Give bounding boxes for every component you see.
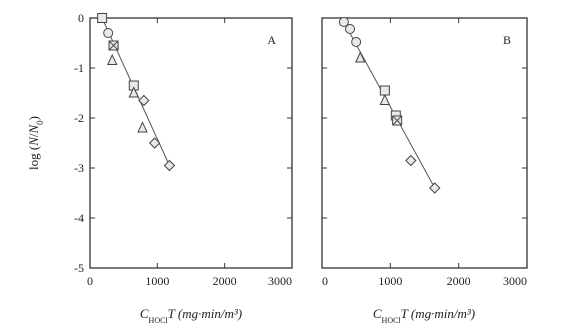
panel-a-x-title: CHOClT (mg·min/m³): [140, 306, 242, 325]
data-point-cross-square: [108, 40, 119, 51]
panel-b-x-title: CHOClT (mg·min/m³): [373, 306, 475, 325]
panel-b-x-title-rest: T (mg·min/m³): [401, 306, 475, 321]
panel-b-x-title-base: C: [373, 306, 382, 321]
y-title-post: ): [26, 116, 41, 120]
data-point-square: [97, 13, 108, 23]
x-tick-label: 3000: [268, 274, 292, 288]
data-point-diamond: [148, 137, 161, 149]
panel-a-x-title-rest: T (mg·min/m³): [168, 306, 242, 321]
y-tick-label: -1: [74, 61, 84, 75]
panel-a-x-title-sub: HOCl: [149, 316, 169, 325]
panel-a-label: A: [267, 33, 276, 47]
x-tick-label: 1000: [378, 274, 402, 288]
data-point-diamond: [429, 182, 441, 194]
data-point-triangle: [128, 86, 140, 98]
x-tick-label: 2000: [447, 274, 471, 288]
x-tick-label: 0: [322, 274, 328, 288]
data-point-diamond: [138, 94, 150, 107]
panel-b-ticks: 0 1000 2000 3000: [321, 17, 528, 288]
data-point-triangle: [137, 121, 148, 133]
data-point-triangle: [106, 53, 118, 65]
panel-a-ticks: 0 1000 2000 3000 0 -1 -2 -3 -4 -5: [74, 11, 293, 288]
x-tick-label: 0: [87, 274, 93, 288]
panel-a-marks: [97, 13, 176, 172]
panel-a-frame: [89, 17, 293, 269]
panel-b-frame: [321, 17, 528, 269]
y-tick-label: -3: [74, 161, 84, 175]
panel-a-x-title-base: C: [140, 306, 149, 321]
y-tick-label: -2: [74, 111, 84, 125]
data-point-circle: [103, 28, 114, 38]
data-point-cross-square: [392, 115, 403, 126]
data-point-diamond: [405, 154, 417, 167]
x-tick-label: 1000: [145, 274, 169, 288]
y-title-pre: log (: [26, 146, 41, 170]
y-axis-title: log (N/N0): [26, 116, 45, 170]
y-title-sub: 0: [35, 120, 45, 125]
panel-b: B 0 1000 2000 3000 CHOClT (mg·min/m³): [321, 17, 528, 325]
y-title-slash: /: [26, 133, 41, 137]
y-tick-label: -5: [74, 261, 84, 275]
data-point-diamond: [163, 159, 176, 172]
x-tick-label: 2000: [213, 274, 237, 288]
y-title-den: N: [26, 124, 41, 135]
data-point-circle: [338, 17, 349, 27]
data-point-square: [379, 85, 390, 96]
y-title-num: N: [26, 136, 41, 147]
y-tick-label: 0: [78, 11, 84, 25]
panel-b-label: B: [503, 33, 511, 47]
y-tick-label: -4: [74, 211, 84, 225]
data-point-triangle: [354, 51, 366, 63]
panel-b-marks: [338, 17, 441, 194]
data-point-triangle: [379, 93, 391, 105]
data-point-circle: [351, 37, 362, 47]
x-tick-label: 3000: [503, 274, 527, 288]
data-point-circle: [345, 24, 356, 34]
panel-b-x-title-sub: HOCl: [382, 316, 402, 325]
